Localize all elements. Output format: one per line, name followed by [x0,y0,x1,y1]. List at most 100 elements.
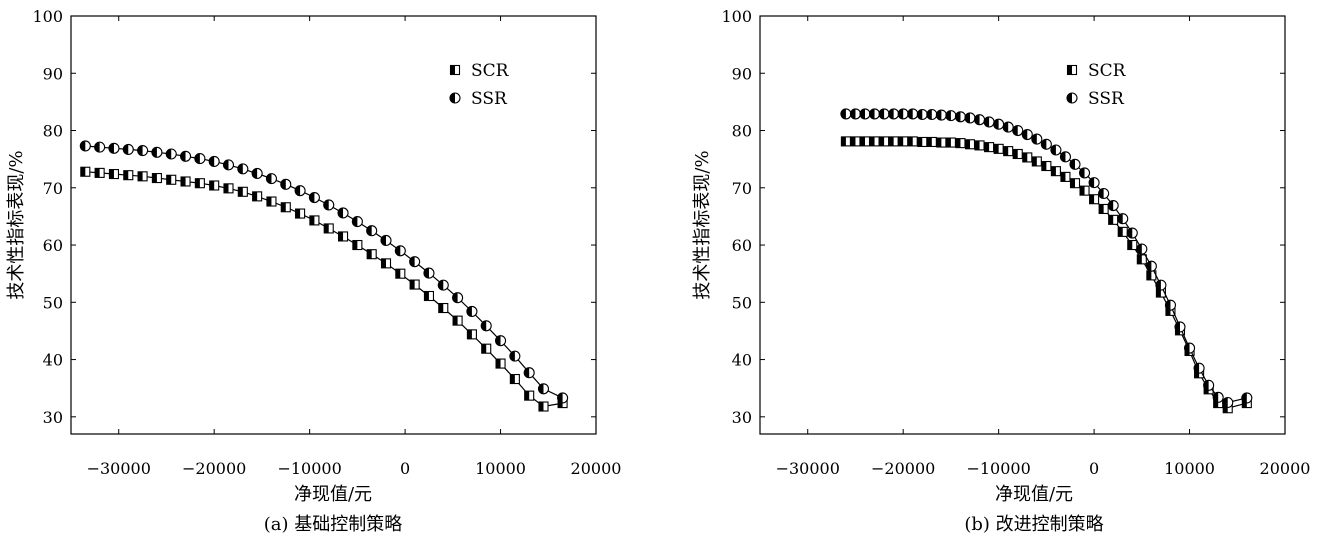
y-tick-label: 40 [732,351,752,370]
data-point-ssr [79,140,91,152]
data-point-scr [1050,166,1061,177]
data-point-ssr [122,143,134,155]
data-point-ssr [868,108,881,120]
data-point-scr [1079,185,1090,196]
data-point-ssr [294,185,306,197]
legend-item-ssr: SSR [1066,89,1125,109]
data-point-ssr [537,383,550,395]
data-point-scr [850,136,861,147]
chart-caption: (b) 改进控制策略 [964,514,1103,535]
legend-label-ssr: SSR [471,89,508,109]
data-point-scr [926,136,937,148]
data-point-ssr [1212,391,1224,403]
x-axis-label: 净现值/元 [995,484,1073,505]
series-line-scr [845,140,1247,409]
legend-label-scr: SCR [471,61,510,81]
axis-ticks: −30000 −20000 −10000 0 10000 20000 30 40 50 60 70 8… [721,7,1310,478]
data-point-ssr [208,155,220,167]
data-point-ssr [1117,213,1129,225]
data-point-scr [1098,203,1109,215]
legend-marker-scr [1066,64,1078,76]
data-point-ssr [165,148,177,160]
chart-panel-b: −30000 −20000 −10000 0 10000 20000 30 40 50 60 70 8… [692,7,1310,535]
data-point-ssr [151,146,163,158]
data-point-ssr [237,163,249,175]
data-point-ssr [251,167,263,180]
data-point-ssr [280,178,292,190]
x-tick-label: −30000 [87,459,151,478]
legend-item-scr: SCR [1066,61,1127,81]
data-point-ssr [323,199,335,211]
data-point-scr [907,136,918,147]
data-point-scr [538,401,549,412]
data-point-ssr [993,118,1005,130]
legend-marker-scr [449,64,461,76]
data-point-scr [80,166,91,177]
data-point-ssr [557,392,569,404]
chart-panel-a: −30000 −20000 −10000 0 10000 20000 30 40 50 60 70 8… [6,7,621,535]
data-point-scr [94,167,105,178]
data-point-scr [194,178,205,189]
data-point-ssr [194,153,206,165]
data-point-scr [1089,194,1100,205]
data-point-ssr [1040,138,1052,150]
data-point-ssr [983,116,995,128]
legend-marker-ssr [449,92,461,104]
data-point-ssr [1002,121,1014,133]
data-point-ssr [1098,187,1110,200]
y-tick-label: 80 [43,122,63,141]
data-point-scr [993,143,1004,154]
data-point-ssr [1193,362,1205,374]
data-point-scr [1117,226,1128,237]
data-point-ssr [179,150,192,162]
y-axis-label: 技术性指标表现/% [6,150,27,299]
data-point-scr [936,137,947,148]
data-point-ssr [351,216,363,228]
data-point-ssr [523,367,535,379]
data-point-ssr [1012,124,1024,137]
data-point-scr [917,136,928,148]
data-point-scr [223,183,234,194]
data-point-scr [180,176,191,187]
data-point-scr [295,208,306,219]
data-point-scr [395,268,406,279]
data-point-scr [964,139,976,150]
data-point-scr [108,168,120,180]
legend-item-scr: SCR [449,61,510,81]
y-tick-label: 30 [43,408,63,427]
data-point-scr [840,136,851,147]
data-point-scr [166,174,177,185]
y-tick-label: 70 [732,179,752,198]
data-point-scr [309,215,320,226]
data-point-ssr [935,109,947,121]
y-tick-label: 90 [732,64,752,83]
data-point-scr [879,136,890,147]
x-tick-label: 10000 [1164,459,1215,478]
data-point-ssr [1183,342,1196,354]
data-point-scr [337,231,349,242]
data-point-ssr [1050,144,1062,156]
data-point-ssr [437,279,449,291]
data-point-scr [955,138,966,149]
data-point-ssr [926,108,938,121]
legend: SCR SSR [449,61,510,109]
y-tick-label: 60 [732,236,752,255]
data-point-ssr [954,111,967,123]
data-point-ssr [222,159,235,171]
legend-marker-ssr [1066,92,1078,104]
data-point-scr [1041,160,1052,172]
data-point-ssr [1088,177,1100,189]
data-point-ssr [466,305,478,318]
data-point-scr [280,202,291,213]
y-tick-label: 30 [732,408,752,427]
data-point-ssr [1203,379,1215,391]
axis-ticks: −30000 −20000 −10000 0 10000 20000 30 40 50 60 70 8… [32,7,621,478]
data-point-scr [869,136,880,147]
chart-caption: (a) 基础控制策略 [264,514,403,535]
data-point-ssr [108,142,120,154]
data-point-scr [352,239,363,251]
data-point-ssr [840,108,852,120]
y-tick-label: 50 [732,293,752,312]
data-point-ssr [94,141,106,153]
